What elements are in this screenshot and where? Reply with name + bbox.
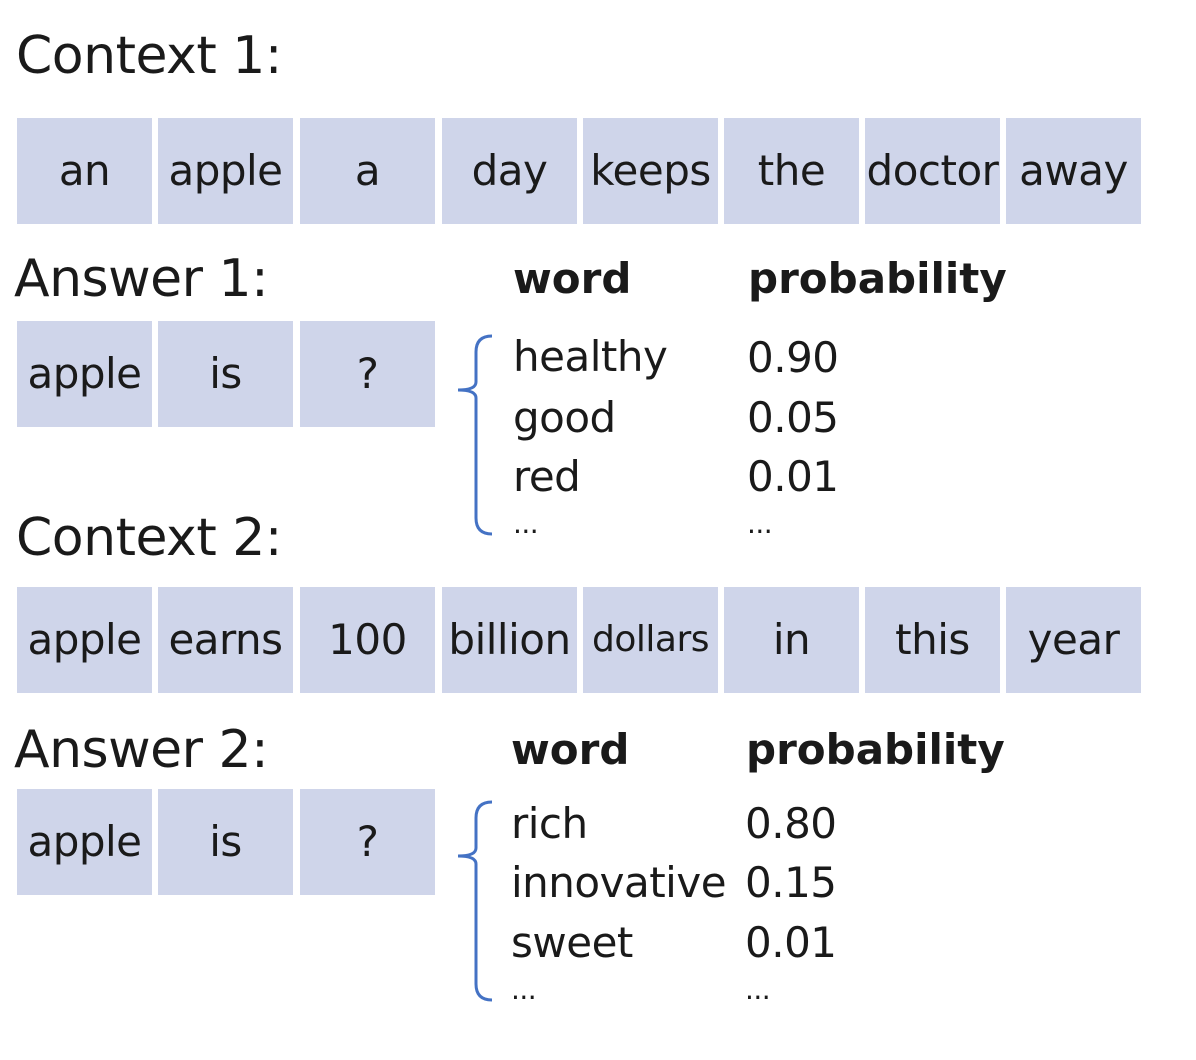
context-2-token: 100 [300,587,435,693]
answer-2-candidate-prob: ... [745,973,771,1006]
answer-2-candidate-word: rich [511,799,588,848]
context-1-token: apple [158,118,293,224]
answer-1-candidate-prob: 0.05 [747,393,839,442]
context-2-token: billion [442,587,577,693]
context-1-token: the [724,118,859,224]
answer-1-token: is [158,321,293,427]
answer-1-candidate-prob: ... [747,507,773,540]
answer-2-candidate-prob: 0.80 [745,799,837,848]
answer-2-word-header: word [511,725,630,774]
answer-2-probability-header: probability [746,725,1005,774]
answer-1-candidate-word: ... [513,507,539,540]
answer-2-candidate-word: ... [511,973,537,1006]
answer-1-probability-header: probability [748,254,1007,303]
answer-2-candidate-word: sweet [511,918,633,967]
context-1-token: a [300,118,435,224]
context-1-token: an [17,118,152,224]
context-2-token: year [1006,587,1141,693]
answer-2-token: ? [300,789,435,895]
context-2-token: dollars [583,587,718,693]
context-1-token: away [1006,118,1141,224]
answer-2-candidate-prob: 0.01 [745,918,837,967]
answer-1-candidate-prob: 0.01 [747,452,839,501]
context-2-heading: Context 2: [16,508,282,568]
context-1-token: day [442,118,577,224]
answer-2-token: apple [17,789,152,895]
answer-2-candidate-word: innovative [511,858,727,907]
context-1-token: keeps [583,118,718,224]
answer-1-candidate-word: healthy [513,332,668,381]
context-1-token: doctor [865,118,1000,224]
answer-1-candidate-prob: 0.90 [747,333,839,382]
answer-1-candidate-word: red [513,452,581,501]
answer-1-word-header: word [513,254,632,303]
answer-1-candidate-word: good [513,393,616,442]
answer-2-heading: Answer 2: [14,720,269,780]
context-1-heading: Context 1: [16,26,282,86]
context-2-token: apple [17,587,152,693]
answer-1-brace-icon [457,334,493,536]
answer-2-token: is [158,789,293,895]
context-2-token: in [724,587,859,693]
answer-1-token: ? [300,321,435,427]
context-2-token: earns [158,587,293,693]
answer-2-candidate-prob: 0.15 [745,858,837,907]
answer-1-heading: Answer 1: [14,249,269,309]
context-2-token: this [865,587,1000,693]
answer-1-token: apple [17,321,152,427]
answer-2-brace-icon [457,800,493,1002]
